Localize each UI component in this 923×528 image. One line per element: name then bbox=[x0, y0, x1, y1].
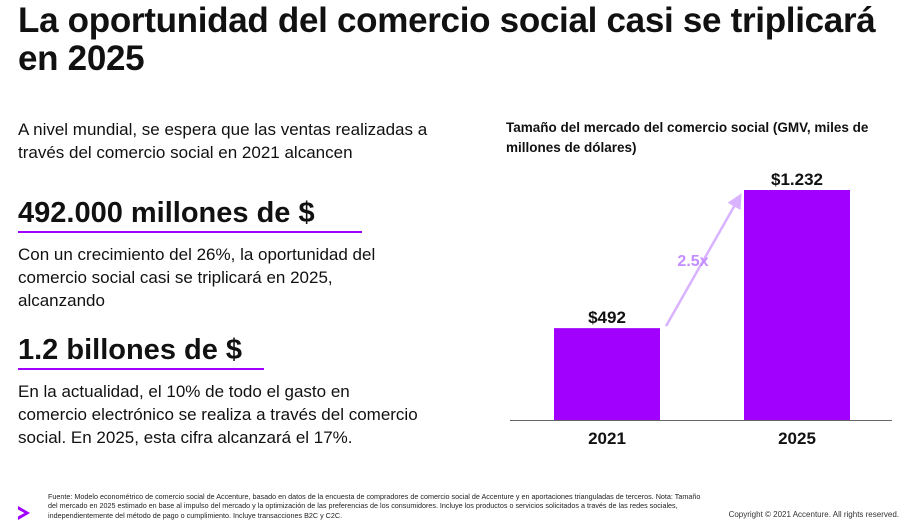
x-tick-label-2025: 2025 bbox=[778, 429, 816, 448]
stat-2021-value: 492.000 millones de $ bbox=[18, 197, 315, 229]
stat-2025-underline bbox=[18, 368, 264, 370]
data-label-2021: $492 bbox=[588, 308, 626, 327]
x-tick-label-2021: 2021 bbox=[588, 429, 626, 448]
data-label-2025: $1.232 bbox=[771, 170, 823, 189]
chart-title: Tamaño del mercado del comercio social (… bbox=[506, 120, 869, 155]
accenture-logo-icon bbox=[18, 506, 30, 520]
bar-chart: $492 2021 $1.232 2025 2.5x bbox=[510, 170, 892, 448]
bar-2021 bbox=[554, 328, 660, 420]
source-footnote: Fuente: Modelo econométrico de comercio … bbox=[48, 492, 701, 520]
intro-text: A nivel mundial, se espera que las venta… bbox=[18, 120, 428, 162]
growth-text: Con un crecimiento del 26%, la oportunid… bbox=[18, 245, 376, 310]
growth-arrow bbox=[664, 193, 742, 327]
stat-2021-underline bbox=[18, 231, 362, 233]
share-text: En la actualidad, el 10% de todo el gast… bbox=[18, 382, 418, 447]
copyright-text: Copyright © 2021 Accenture. All rights r… bbox=[728, 510, 899, 519]
stat-2025-value: 1.2 billones de $ bbox=[18, 334, 243, 366]
slide-title: La oportunidad del comercio social casi … bbox=[18, 1, 876, 78]
growth-multiplier-label: 2.5x bbox=[677, 253, 708, 270]
bar-2025 bbox=[744, 190, 850, 420]
